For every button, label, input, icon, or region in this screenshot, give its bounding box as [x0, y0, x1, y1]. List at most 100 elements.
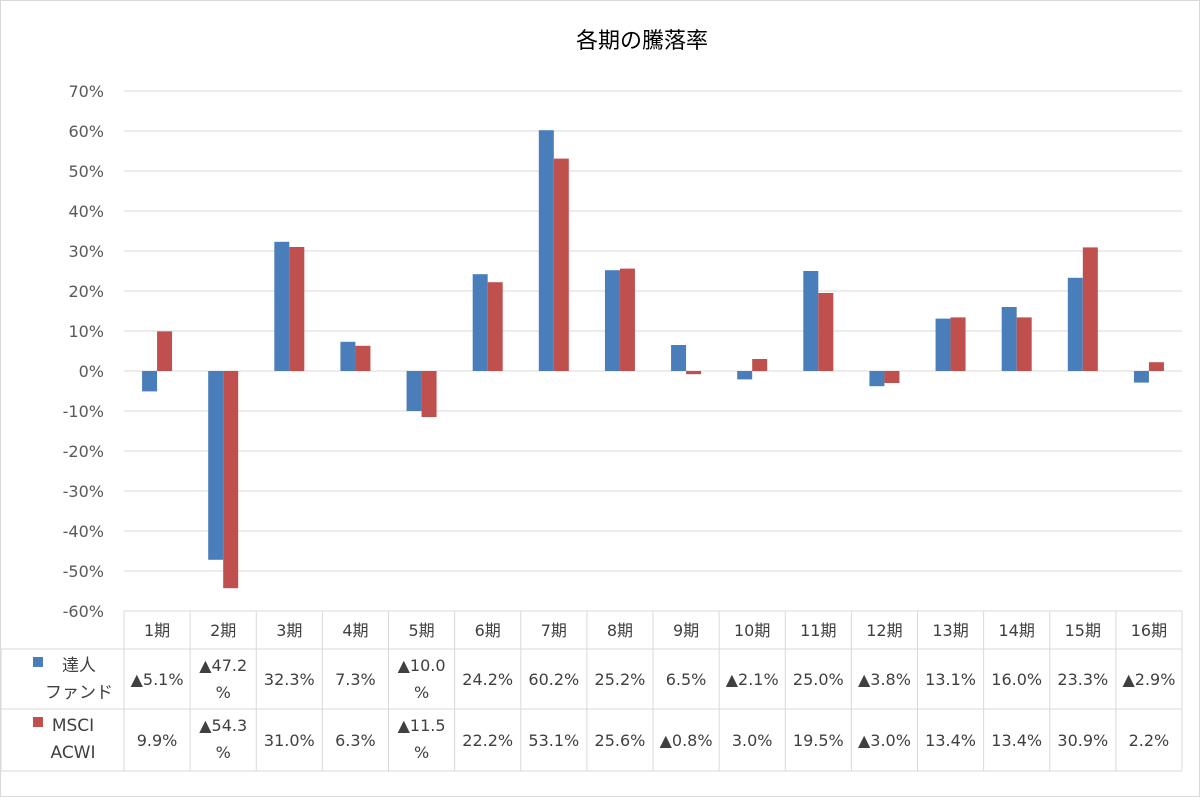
y-tick-label: 0%: [79, 362, 104, 381]
bar: [1082, 247, 1098, 371]
bar: [950, 317, 966, 371]
chart-title: 各期の騰落率: [576, 29, 708, 54]
bar: [1133, 371, 1149, 383]
bar: [553, 158, 569, 371]
bar: [619, 268, 635, 371]
y-tick-label: -30%: [63, 482, 104, 501]
data-cell: 6.3%: [335, 731, 376, 750]
data-cell: 31.0%: [264, 731, 315, 750]
bar: [935, 318, 951, 371]
bar: [355, 345, 371, 371]
data-cell: ▲54.3: [199, 716, 247, 735]
data-cell: 25.2%: [595, 670, 646, 689]
y-tick-label: 70%: [68, 82, 104, 101]
legend-key: [33, 657, 43, 667]
data-cell: ▲2.1%: [726, 670, 779, 689]
y-tick-label: -20%: [63, 442, 104, 461]
bar: [208, 371, 224, 560]
category-label: 15期: [1065, 621, 1101, 640]
data-cell: %: [414, 683, 429, 702]
data-cell: 30.9%: [1057, 731, 1108, 750]
category-label: 9期: [673, 621, 699, 640]
data-cell: %: [414, 743, 429, 762]
data-cell: 6.5%: [666, 670, 707, 689]
data-cell: 19.5%: [793, 731, 844, 750]
bar: [737, 371, 753, 380]
category-label: 1期: [144, 621, 170, 640]
y-tick-label: 50%: [68, 162, 104, 181]
y-tick-label: 10%: [68, 322, 104, 341]
category-label: 8期: [607, 621, 633, 640]
data-cell: ▲2.9%: [1122, 670, 1175, 689]
data-cell: ▲3.8%: [858, 670, 911, 689]
data-cell: 13.4%: [991, 731, 1042, 750]
data-cell: 9.9%: [137, 731, 178, 750]
bar: [671, 345, 687, 371]
category-label: 3期: [276, 621, 302, 640]
y-tick-label: 30%: [68, 242, 104, 261]
data-cell: ▲11.5: [398, 716, 446, 735]
data-cell: 13.4%: [925, 731, 976, 750]
bar: [223, 371, 239, 589]
category-label: 11期: [800, 621, 836, 640]
bar: [142, 371, 158, 392]
bar: [1016, 317, 1032, 371]
bar: [538, 130, 554, 371]
series-name: MSCI: [52, 716, 94, 736]
bar: [421, 371, 437, 417]
bar: [157, 331, 173, 371]
y-tick-label: 60%: [68, 122, 104, 141]
data-cell: ▲3.0%: [858, 731, 911, 750]
data-cell: 23.3%: [1057, 670, 1108, 689]
bars: [142, 130, 1164, 589]
bar: [803, 271, 819, 371]
data-cell: 7.3%: [335, 670, 376, 689]
y-tick-label: 20%: [68, 282, 104, 301]
data-table: 1期 2期 3期 4期 5期 6期 7期 8期 9期 10期 11期 12期 13期 14期 15期 16期達…: [0, 610, 1183, 772]
series-name: ファンド: [45, 683, 113, 703]
bar: [472, 274, 488, 371]
data-cell: %: [216, 683, 231, 702]
bar: [406, 371, 422, 411]
bar: [487, 282, 503, 371]
data-cell: 32.3%: [264, 670, 315, 689]
category-label: 7期: [541, 621, 567, 640]
bar: [752, 359, 768, 371]
y-axis: 70% 60% 50% 40% 30% 20% 10% 0% -10% -20% -30% -40% -…: [63, 82, 104, 621]
bar: [1001, 307, 1017, 371]
bar: [604, 270, 620, 371]
y-tick-label: -50%: [63, 562, 104, 581]
data-cell: 13.1%: [925, 670, 976, 689]
bar: [1067, 277, 1083, 371]
data-cell: 25.0%: [793, 670, 844, 689]
data-cell: 16.0%: [991, 670, 1042, 689]
bar: [289, 247, 305, 371]
category-label: 16期: [1131, 621, 1167, 640]
series-name: ACWI: [50, 743, 95, 763]
data-cell: 2.2%: [1129, 731, 1170, 750]
data-cell: 25.6%: [595, 731, 646, 750]
data-cell: 22.2%: [462, 731, 513, 750]
category-label: 2期: [210, 621, 236, 640]
data-cell: ▲5.1%: [131, 670, 184, 689]
data-cell: 53.1%: [528, 731, 579, 750]
y-tick-label: -60%: [63, 602, 104, 621]
data-cell: 60.2%: [528, 670, 579, 689]
data-cell: ▲0.8%: [660, 731, 713, 750]
category-label: 4期: [342, 621, 368, 640]
data-cell: %: [216, 743, 231, 762]
data-cell: ▲10.0: [398, 656, 446, 675]
bar: [884, 371, 900, 383]
data-cell: ▲47.2: [199, 656, 247, 675]
y-tick-label: 40%: [68, 202, 104, 221]
legend-key: [33, 717, 43, 727]
category-label: 12期: [866, 621, 902, 640]
bar: [686, 371, 702, 375]
y-tick-label: -40%: [63, 522, 104, 541]
bar: [818, 293, 834, 371]
bar: [1148, 362, 1164, 371]
category-label: 6期: [475, 621, 501, 640]
category-label: 5期: [408, 621, 434, 640]
